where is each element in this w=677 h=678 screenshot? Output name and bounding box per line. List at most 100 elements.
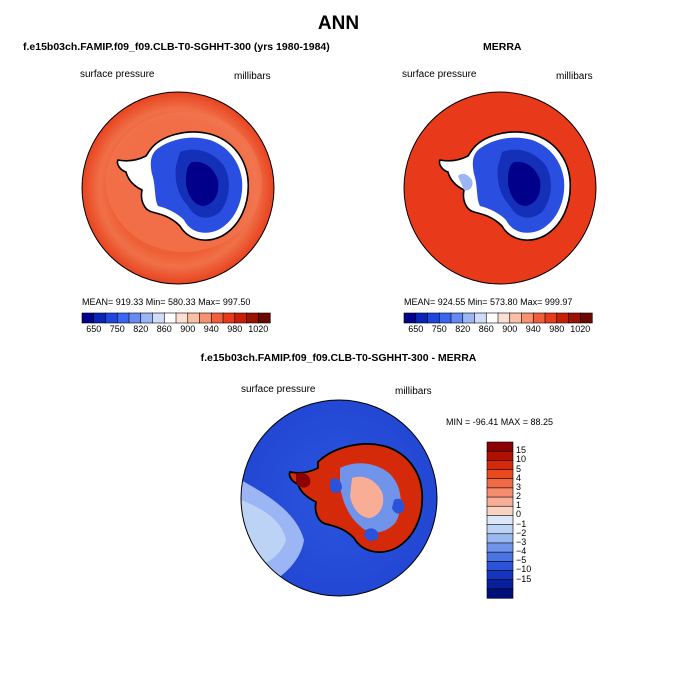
model-stats: MEAN= 919.33 Min= 580.33 Max= 997.50 <box>82 297 251 307</box>
obs-colorbar-swatch <box>403 312 417 324</box>
model-colorbar-swatch <box>187 312 201 324</box>
model-colorbar <box>81 312 271 324</box>
model-colorbar-tick-label: 650 <box>86 324 102 334</box>
model-colorbar-swatch <box>163 312 177 324</box>
diff-colorbar-tick-label: 1 <box>516 500 522 511</box>
model-colorbar-tick-label: 940 <box>203 324 219 334</box>
obs-colorbar <box>403 312 593 324</box>
model-colorbar-swatch <box>152 312 165 324</box>
diff-colorbar-tick-label: 5 <box>516 463 522 474</box>
diff-map <box>240 399 438 597</box>
obs-colorbar-swatch <box>521 312 534 324</box>
obs-map <box>403 91 597 285</box>
diff-variable-label: surface pressure <box>241 384 316 395</box>
model-colorbar-swatch <box>222 312 236 324</box>
diff-colorbar-swatch <box>486 505 514 517</box>
model-colorbar-tick-label: 820 <box>133 324 149 334</box>
obs-colorbar-tick-label: 1020 <box>570 324 591 334</box>
obs-colorbar-swatch <box>438 312 452 324</box>
obs-colorbar-tick-label: 900 <box>502 324 518 334</box>
model-panel-title: f.e15b03ch.FAMIP.f09_f09.CLB-T0-SGHHT-30… <box>23 41 330 53</box>
page-title: ANN <box>317 13 360 34</box>
diff-colorbar-tick-label: −2 <box>516 527 527 538</box>
obs-colorbar-swatch <box>568 312 581 324</box>
model-colorbar-swatch <box>199 312 212 324</box>
obs-colorbar-swatch <box>509 312 523 324</box>
diff-colorbar-tick-label: 15 <box>516 445 527 456</box>
model-colorbar-tick-label: 980 <box>227 324 243 334</box>
diff-units-label: millibars <box>395 386 432 397</box>
diff-colorbar-swatch <box>486 496 514 507</box>
obs-variable-label: surface pressure <box>402 69 477 80</box>
diff-stats: MIN = -96.41 MAX = 88.25 <box>446 417 554 427</box>
model-units-label: millibars <box>234 71 271 82</box>
model-colorbar-swatch <box>257 312 271 324</box>
model-variable-label: surface pressure <box>80 69 155 80</box>
diff-colorbar-swatch <box>486 441 514 452</box>
diff-colorbar-swatch <box>486 588 514 599</box>
diff-colorbar-swatch <box>486 487 514 498</box>
model-colorbar-swatch <box>128 312 142 324</box>
obs-colorbar-tick-label: 940 <box>525 324 541 334</box>
model-colorbar-tick-label: 1020 <box>248 324 269 334</box>
obs-colorbar-swatch <box>462 312 476 324</box>
model-colorbar-swatch <box>175 312 189 324</box>
diff-colorbar-tick-label: −4 <box>516 546 527 557</box>
obs-colorbar-tick-label: 860 <box>478 324 494 334</box>
diff-colorbar-tick-label: −10 <box>516 564 532 575</box>
diff-colorbar-swatch <box>486 515 514 526</box>
diff-colorbar-tick-label: −3 <box>516 536 527 547</box>
model-colorbar-swatch <box>246 312 259 324</box>
diff-colorbar-tick-label: 10 <box>516 454 527 465</box>
diff-colorbar-swatch <box>486 570 514 581</box>
diff-colorbar-swatch <box>486 450 514 461</box>
diff-colorbar-tick-label: −5 <box>516 555 527 566</box>
obs-colorbar-swatch <box>556 312 570 324</box>
obs-colorbar-swatch <box>485 312 499 324</box>
obs-colorbar-swatch <box>450 312 464 324</box>
obs-stats: MEAN= 924.55 Min= 573.80 Max= 999.97 <box>404 297 573 307</box>
diff-colorbar-tick-label: −15 <box>516 573 532 584</box>
obs-colorbar-swatch <box>579 312 593 324</box>
obs-colorbar-tick-label: 650 <box>408 324 424 334</box>
model-colorbar-swatch <box>116 312 130 324</box>
obs-colorbar-swatch <box>532 312 546 324</box>
obs-colorbar-tick-label: 980 <box>549 324 565 334</box>
model-colorbar-swatch <box>93 312 107 324</box>
model-colorbar-tick-label: 860 <box>156 324 172 334</box>
diff-colorbar-swatch <box>486 579 514 590</box>
diff-colorbar-swatch <box>486 469 514 480</box>
diff-colorbar-tick-label: 4 <box>516 472 522 483</box>
diff-colorbar-tick-label: 2 <box>516 491 522 502</box>
model-colorbar-tick-label: 900 <box>180 324 196 334</box>
model-colorbar-swatch <box>210 312 224 324</box>
model-colorbar-swatch <box>140 312 154 324</box>
obs-units-label: millibars <box>556 71 593 82</box>
diff-colorbar-swatch <box>486 533 514 544</box>
diff-colorbar-tick-label: 3 <box>516 481 522 492</box>
model-colorbar-swatch <box>234 312 248 324</box>
diff-colorbar-tick-label: 0 <box>516 509 522 520</box>
diff-colorbar-swatch <box>486 460 514 471</box>
model-colorbar-swatch <box>105 312 118 324</box>
obs-colorbar-swatch <box>474 312 487 324</box>
obs-colorbar-tick-label: 820 <box>455 324 471 334</box>
diff-colorbar-swatch <box>486 478 514 489</box>
diff-colorbar-tick-label: −1 <box>516 518 527 529</box>
obs-colorbar-swatch <box>415 312 429 324</box>
obs-colorbar-swatch <box>427 312 440 324</box>
diff-colorbar-swatch <box>486 542 514 553</box>
diff-colorbar-swatch <box>486 560 514 572</box>
obs-colorbar-tick-label: 750 <box>431 324 447 334</box>
model-colorbar-tick-label: 750 <box>109 324 125 334</box>
obs-panel-title: MERRA <box>483 41 522 53</box>
obs-colorbar-swatch <box>544 312 558 324</box>
model-colorbar-swatch <box>81 312 95 324</box>
diff-colorbar-swatch <box>486 524 514 535</box>
diff-colorbar <box>486 441 514 599</box>
diff-colorbar-swatch <box>486 551 514 562</box>
model-map <box>81 91 275 285</box>
obs-colorbar-swatch <box>497 312 511 324</box>
diff-panel-title: f.e15b03ch.FAMIP.f09_f09.CLB-T0-SGHHT-30… <box>200 352 477 364</box>
